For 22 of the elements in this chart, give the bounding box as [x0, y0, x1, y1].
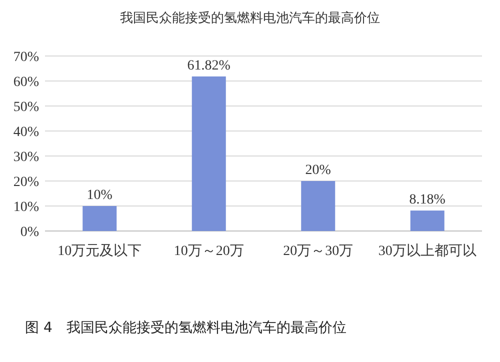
y-tick-label: 20%: [13, 175, 40, 190]
x-tick-label: 20万～30万: [283, 244, 354, 259]
x-tick-label: 10万元及以下: [58, 243, 142, 259]
data-label: 61.82%: [187, 58, 231, 74]
y-tick-label: 50%: [13, 100, 40, 115]
y-tick-label: 30%: [13, 150, 40, 165]
x-tick-label: 10万～20万: [174, 244, 244, 259]
bar: [192, 76, 226, 231]
x-tick-label: 30万以上都可以: [378, 243, 476, 259]
chart-title: 我国民众能接受的氢燃料电池汽车的最高价位: [120, 10, 380, 25]
data-label: 8.18%: [409, 192, 446, 208]
bar: [301, 181, 336, 231]
caption: 图 4 我国民众能接受的氢燃料电池汽车的最高价位: [25, 320, 346, 336]
y-tick-label: 70%: [13, 50, 40, 65]
y-tick-label: 0%: [20, 225, 40, 240]
y-tick-label: 40%: [13, 125, 40, 140]
data-label: 10%: [86, 188, 113, 203]
bar: [410, 210, 444, 231]
bar: [82, 206, 117, 231]
data-label: 20%: [305, 163, 332, 178]
y-tick-label: 10%: [13, 200, 40, 215]
y-tick-label: 60%: [13, 75, 40, 90]
